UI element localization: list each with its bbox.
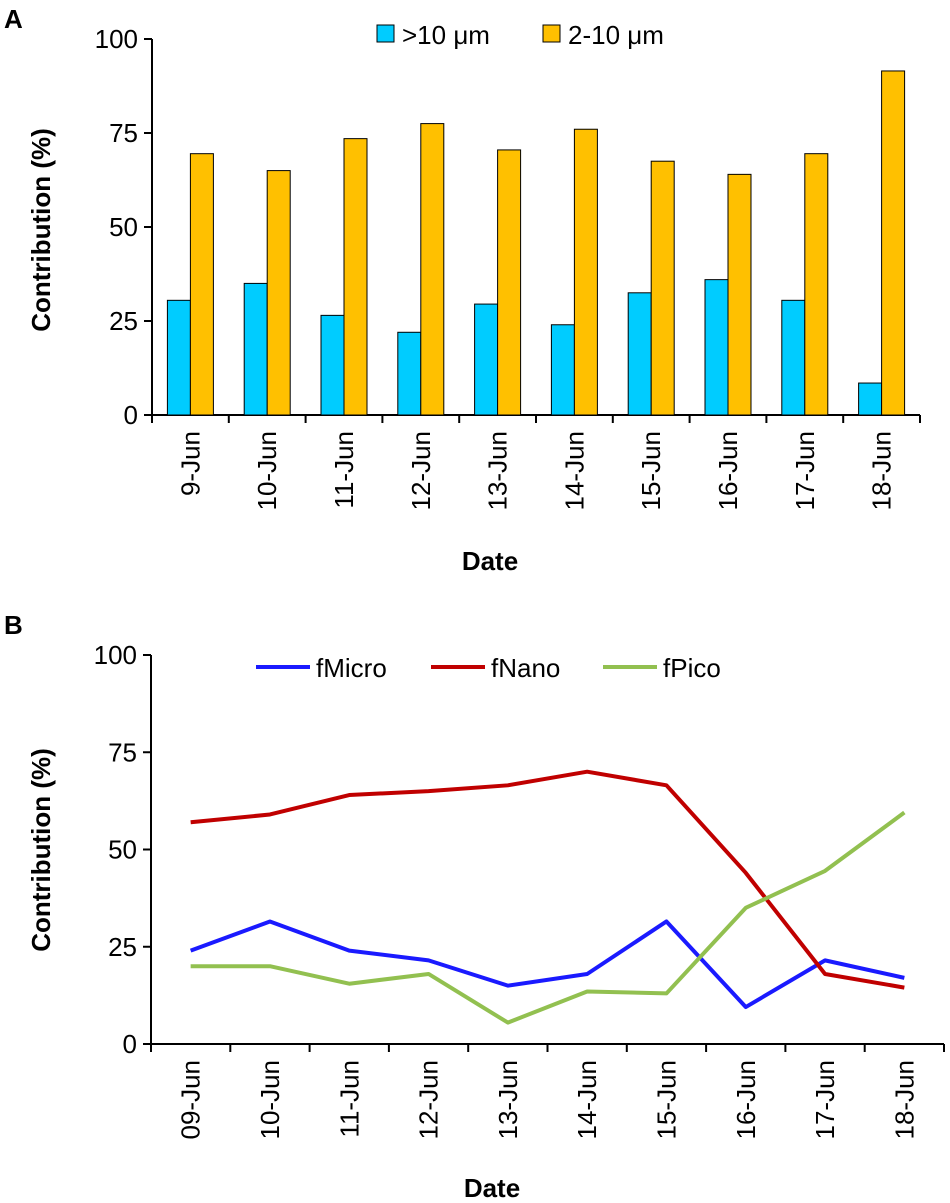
- x-tick-label: 15-Jun: [636, 431, 666, 511]
- y-tick-label: 100: [95, 24, 138, 54]
- bar-2-10-10-Jun: [266, 170, 291, 416]
- y-tick-label: 0: [123, 1029, 137, 1059]
- x-tick-label: 15-Jun: [651, 1060, 681, 1140]
- bar-gt10-15-Jun: [627, 292, 652, 416]
- y-tick-label: 100: [94, 640, 137, 670]
- x-tick-label: 9-Jun: [175, 431, 205, 496]
- bar-gt10-18-Jun: [858, 382, 883, 416]
- y-axis-title-b: Contribution (%): [26, 748, 56, 952]
- x-tick-label: 14-Jun: [559, 431, 589, 511]
- x-tick-label: 12-Jun: [414, 1060, 444, 1140]
- bar-2-10-17-Jun: [804, 153, 829, 416]
- panel-label-b: B: [4, 610, 23, 640]
- bar-gt10-14-Jun: [550, 324, 575, 416]
- x-tick-label: 12-Jun: [406, 431, 436, 511]
- x-tick-label: 18-Jun: [889, 1060, 919, 1140]
- bar-2-10-14-Jun: [573, 128, 598, 416]
- x-tick-label: 16-Jun: [713, 431, 743, 511]
- bar-gt10-17-Jun: [781, 299, 806, 416]
- bar-2-10-13-Jun: [497, 149, 522, 416]
- bar-2-10-9-Jun: [189, 153, 214, 416]
- x-tick-label: 11-Jun: [334, 1060, 364, 1138]
- bar-gt10-10-Jun: [243, 282, 268, 416]
- x-tick-label: 14-Jun: [572, 1060, 602, 1140]
- bar-gt10-13-Jun: [474, 303, 499, 416]
- bar-gt10-12-Jun: [397, 331, 422, 416]
- legend-label-2-10: 2-10 μm: [568, 20, 664, 50]
- panel-a: A Contribution (%) Date >10 μm 2-10 μm 0…: [4, 4, 921, 576]
- legend-label-gt10: >10 μm: [402, 20, 490, 50]
- x-tick-label: 17-Jun: [810, 1060, 840, 1140]
- panel-b: B Contribution (%) Date fMicro fNano fPi…: [4, 610, 945, 1203]
- series-line-fpico: [190, 810, 906, 1025]
- y-tick-label: 0: [124, 400, 138, 430]
- y-tick-label: 25: [109, 306, 138, 336]
- x-tick-label: 10-Jun: [252, 431, 282, 511]
- x-tick-label: 13-Jun: [483, 431, 513, 511]
- y-axis-title-a: Contribution (%): [26, 128, 56, 332]
- bar-2-10-15-Jun: [650, 160, 675, 416]
- x-tick-label: 09-Jun: [176, 1060, 206, 1140]
- bar-2-10-12-Jun: [420, 123, 445, 416]
- panel-label-a: A: [4, 4, 23, 34]
- series-line-fnano: [190, 769, 905, 990]
- legend-label-fmicro: fMicro: [316, 653, 387, 683]
- y-tick-label: 50: [108, 835, 137, 865]
- legend-b: fMicro fNano fPico: [256, 653, 721, 683]
- bar-gt10-11-Jun: [320, 314, 345, 416]
- legend-swatch-gt10: [376, 24, 395, 43]
- y-tick-label: 75: [108, 737, 137, 767]
- x-tick-label: 18-Jun: [867, 431, 897, 511]
- legend-a: >10 μm 2-10 μm: [376, 20, 664, 50]
- legend-label-fnano: fNano: [491, 653, 560, 683]
- series-line-fmicro: [189, 919, 905, 1010]
- y-tick-label: 25: [108, 932, 137, 962]
- x-tick-label: 17-Jun: [790, 431, 820, 511]
- x-axis-title-a: Date: [462, 546, 518, 576]
- legend-label-fpico: fPico: [663, 653, 721, 683]
- y-tick-label: 75: [109, 118, 138, 148]
- bar-2-10-18-Jun: [881, 70, 906, 416]
- x-tick-label: 11-Jun: [329, 431, 359, 509]
- y-tick-label: 50: [109, 212, 138, 242]
- bar-2-10-16-Jun: [727, 173, 752, 416]
- x-tick-label: 16-Jun: [731, 1060, 761, 1140]
- x-tick-label: 10-Jun: [255, 1060, 285, 1140]
- bar-2-10-11-Jun: [343, 138, 368, 416]
- bar-gt10-9-Jun: [166, 299, 191, 416]
- x-tick-label: 13-Jun: [493, 1060, 523, 1140]
- legend-swatch-2-10: [542, 24, 561, 43]
- x-axis-title-b: Date: [464, 1173, 520, 1203]
- bar-gt10-16-Jun: [704, 279, 729, 416]
